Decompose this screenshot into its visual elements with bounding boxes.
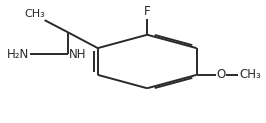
Text: NH: NH [69,48,87,61]
Text: F: F [144,5,151,18]
Text: CH₃: CH₃ [239,68,261,81]
Text: H₂N: H₂N [7,48,29,61]
Text: CH₃: CH₃ [24,9,45,19]
Text: O: O [217,68,226,81]
